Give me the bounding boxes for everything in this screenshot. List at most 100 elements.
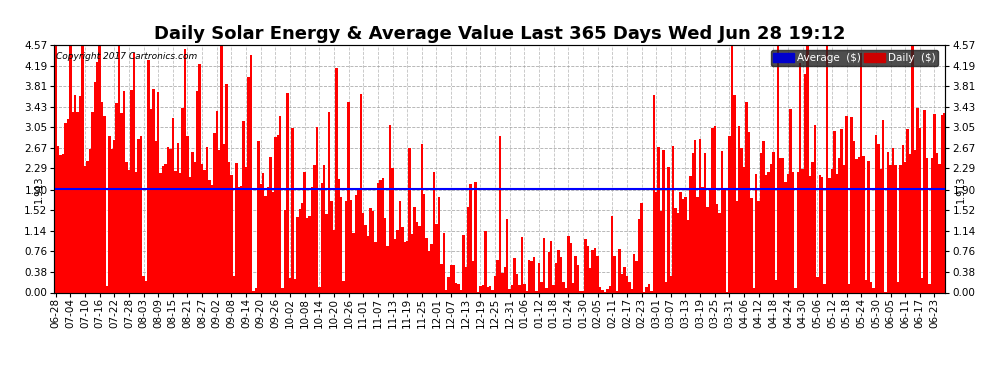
Bar: [462, 235, 464, 292]
Bar: [914, 150, 916, 292]
Legend: Average  ($), Daily  ($): Average ($), Daily ($): [770, 50, 939, 66]
Bar: [587, 246, 589, 292]
Bar: [364, 225, 367, 292]
Bar: [221, 45, 223, 292]
Text: 1.913: 1.913: [956, 175, 966, 202]
Bar: [614, 256, 616, 292]
Bar: [276, 135, 279, 292]
Bar: [514, 258, 516, 292]
Bar: [677, 213, 679, 292]
Bar: [899, 165, 902, 292]
Bar: [804, 74, 806, 292]
Bar: [181, 108, 184, 292]
Bar: [599, 287, 601, 292]
Bar: [299, 209, 301, 292]
Bar: [336, 68, 338, 292]
Bar: [389, 124, 391, 292]
Bar: [870, 282, 872, 292]
Bar: [536, 291, 538, 292]
Bar: [313, 165, 316, 292]
Bar: [564, 288, 567, 292]
Bar: [243, 121, 245, 292]
Bar: [426, 238, 428, 292]
Bar: [706, 207, 709, 292]
Bar: [264, 196, 267, 292]
Bar: [245, 167, 248, 292]
Bar: [238, 187, 240, 292]
Bar: [523, 284, 526, 292]
Bar: [650, 291, 652, 292]
Bar: [943, 113, 945, 292]
Bar: [787, 174, 789, 292]
Bar: [91, 112, 93, 292]
Bar: [667, 167, 669, 292]
Bar: [308, 216, 311, 292]
Bar: [850, 117, 852, 292]
Bar: [733, 95, 736, 292]
Bar: [489, 286, 491, 292]
Bar: [777, 45, 779, 292]
Title: Daily Solar Energy & Average Value Last 365 Days Wed Jun 28 19:12: Daily Solar Energy & Average Value Last …: [154, 26, 845, 44]
Bar: [638, 219, 641, 292]
Bar: [291, 128, 294, 292]
Bar: [213, 133, 216, 292]
Bar: [66, 119, 69, 292]
Bar: [757, 201, 760, 292]
Bar: [669, 276, 672, 292]
Bar: [218, 150, 221, 292]
Bar: [782, 158, 784, 292]
Bar: [421, 144, 423, 292]
Bar: [814, 125, 816, 292]
Bar: [894, 165, 897, 292]
Bar: [657, 147, 660, 292]
Bar: [919, 128, 921, 292]
Bar: [865, 280, 867, 292]
Bar: [166, 147, 169, 292]
Bar: [89, 148, 91, 292]
Bar: [248, 77, 249, 292]
Bar: [171, 117, 174, 292]
Text: Copyright 2017 Cartronics.com: Copyright 2017 Cartronics.com: [56, 53, 197, 62]
Bar: [376, 183, 379, 292]
Bar: [842, 165, 845, 292]
Bar: [767, 172, 769, 292]
Bar: [579, 291, 582, 292]
Bar: [645, 287, 647, 292]
Bar: [699, 139, 701, 292]
Bar: [196, 91, 198, 292]
Bar: [591, 250, 594, 292]
Bar: [784, 182, 787, 292]
Bar: [879, 169, 882, 292]
Bar: [709, 188, 711, 292]
Bar: [154, 141, 157, 292]
Bar: [148, 60, 149, 292]
Bar: [240, 186, 243, 292]
Bar: [64, 123, 66, 292]
Bar: [936, 153, 939, 292]
Bar: [528, 260, 531, 292]
Bar: [391, 168, 394, 292]
Bar: [333, 230, 336, 292]
Bar: [799, 63, 802, 292]
Bar: [929, 284, 931, 292]
Bar: [140, 135, 143, 292]
Bar: [826, 45, 829, 292]
Bar: [845, 116, 847, 292]
Bar: [61, 154, 64, 292]
Bar: [223, 144, 226, 292]
Bar: [194, 162, 196, 292]
Bar: [582, 291, 584, 292]
Bar: [338, 179, 340, 292]
Bar: [921, 278, 924, 292]
Bar: [557, 249, 559, 292]
Bar: [916, 108, 919, 292]
Bar: [161, 166, 164, 292]
Bar: [174, 171, 176, 292]
Bar: [294, 279, 296, 292]
Bar: [609, 286, 611, 292]
Bar: [889, 165, 892, 292]
Bar: [318, 288, 321, 292]
Bar: [834, 131, 836, 292]
Bar: [262, 173, 264, 292]
Bar: [454, 283, 457, 292]
